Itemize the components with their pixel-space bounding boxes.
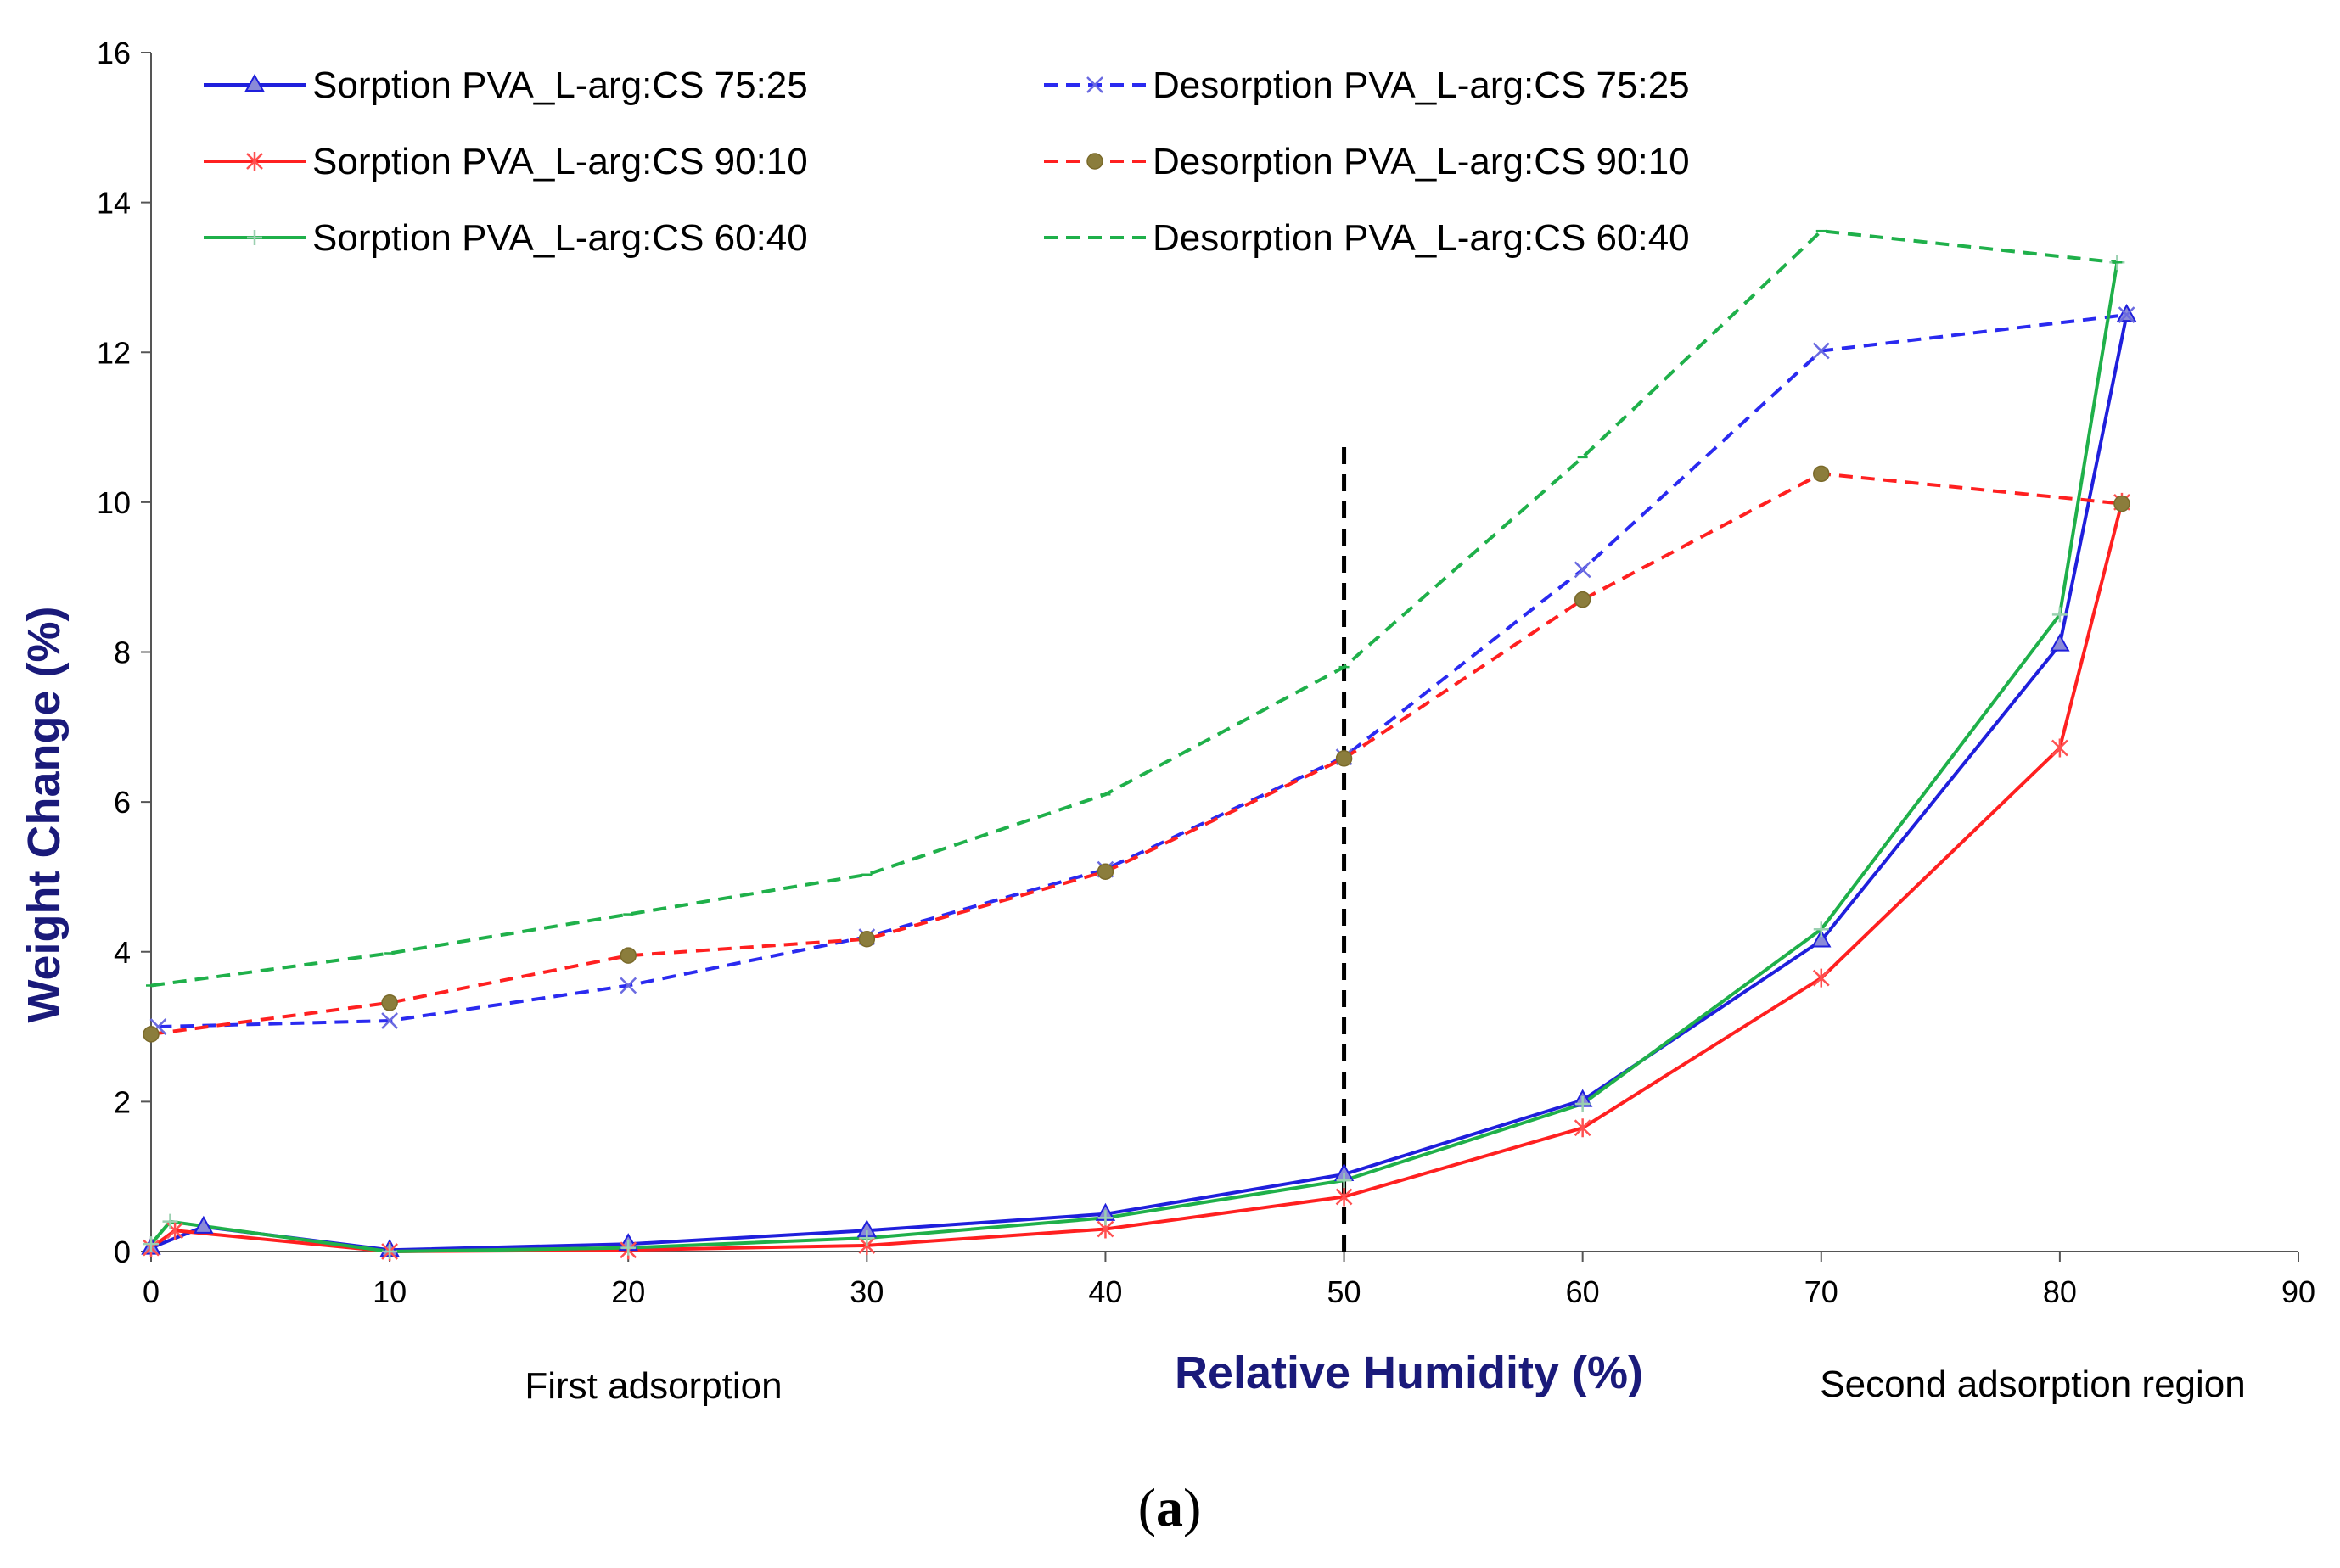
series-2-point bbox=[1812, 968, 1830, 988]
legend-label: Sorption PVA_L-arg:CS 90:10 bbox=[312, 141, 808, 182]
y-tick-label: 12 bbox=[97, 335, 131, 370]
x-tick-label: 80 bbox=[2043, 1274, 2077, 1309]
legend-label: Desorption PVA_L-arg:CS 90:10 bbox=[1153, 141, 1690, 182]
series-0-point bbox=[1811, 929, 1832, 948]
y-tick-label: 0 bbox=[114, 1235, 131, 1269]
series-0-point bbox=[194, 1215, 214, 1234]
y-tick-label: 16 bbox=[97, 36, 131, 70]
series-4-point bbox=[1574, 1096, 1591, 1112]
legend-label: Sorption PVA_L-arg:CS 75:25 bbox=[312, 64, 808, 106]
y-tick-label: 6 bbox=[114, 785, 131, 820]
series-1-point bbox=[381, 1012, 398, 1029]
series-3-point bbox=[1335, 750, 1353, 767]
series-line-2 bbox=[149, 501, 2124, 1253]
x-tick-label: 30 bbox=[850, 1274, 884, 1309]
legend: Sorption PVA_L-arg:CS 75:25 Desorption PV… bbox=[204, 64, 1690, 259]
x-tick-label: 60 bbox=[1566, 1274, 1600, 1309]
series-3-point bbox=[1574, 591, 1591, 608]
series-3-point bbox=[381, 994, 398, 1011]
series-1-point bbox=[620, 977, 637, 994]
y-tick-label: 2 bbox=[114, 1084, 131, 1119]
y-tick-label: 4 bbox=[114, 935, 131, 970]
axes: 0 10 20 30 40 50 60 70 80 90 0 2 4 6 8 10 12 14 16 bbox=[97, 36, 2315, 1309]
legend-swatch-marker bbox=[1086, 153, 1103, 170]
series-4-point bbox=[1097, 1210, 1114, 1226]
series-2-point bbox=[1574, 1118, 1591, 1138]
x-tick-label: 10 bbox=[373, 1274, 407, 1309]
panel-label: (a) bbox=[1138, 1477, 1202, 1537]
series-3-point bbox=[620, 947, 637, 964]
legend-label: Desorption PVA_L-arg:CS 60:40 bbox=[1153, 217, 1690, 259]
legend-swatch-marker bbox=[244, 73, 265, 92]
series-markers bbox=[141, 229, 2137, 1261]
legend-label: Desorption PVA_L-arg:CS 75:25 bbox=[1153, 64, 1690, 106]
legend-swatch-marker bbox=[246, 152, 263, 171]
legend-swatch-marker bbox=[247, 230, 262, 245]
series-line-5 bbox=[150, 229, 2118, 988]
panel-label-close: ) bbox=[1183, 1477, 1201, 1537]
series-4-point bbox=[620, 1240, 637, 1256]
series-line-0 bbox=[150, 314, 2129, 1252]
x-tick-label: 0 bbox=[143, 1274, 160, 1309]
series-0-point bbox=[2050, 633, 2070, 652]
x-axis-title: Relative Humidity (%) bbox=[1175, 1347, 1643, 1398]
series-4-point bbox=[1336, 1173, 1352, 1189]
series-4-point bbox=[1813, 921, 1829, 938]
x-tick-label: 40 bbox=[1088, 1274, 1122, 1309]
y-tick-label: 14 bbox=[97, 186, 131, 221]
series-4-point bbox=[162, 1213, 178, 1229]
series-lines bbox=[149, 229, 2129, 1253]
series-1-point bbox=[1574, 561, 1591, 579]
y-tick-label: 8 bbox=[114, 636, 131, 670]
series-4-point bbox=[859, 1230, 875, 1246]
series-3-point bbox=[143, 1026, 160, 1043]
series-1-point bbox=[2118, 306, 2135, 323]
series-line-4 bbox=[149, 261, 2119, 1253]
series-2-point bbox=[1335, 1187, 1353, 1207]
y-tick-label: 10 bbox=[97, 485, 131, 520]
panel-label-letter: a bbox=[1156, 1477, 1183, 1537]
series-4-point bbox=[143, 1236, 159, 1252]
y-axis-title: Weight Change (%) bbox=[19, 607, 70, 1023]
legend-swatch-marker bbox=[1086, 76, 1103, 93]
series-4-point bbox=[2051, 607, 2068, 623]
series-1-point bbox=[1812, 342, 1830, 360]
panel-label-open: ( bbox=[1138, 1477, 1156, 1537]
region-label-first: First adsorption bbox=[525, 1365, 782, 1407]
x-tick-label: 70 bbox=[1804, 1274, 1838, 1309]
series-line-3 bbox=[150, 472, 2123, 1036]
series-2-point bbox=[2051, 738, 2068, 758]
series-3-point bbox=[2113, 495, 2130, 512]
series-3-point bbox=[1097, 863, 1114, 881]
series-4-point bbox=[382, 1244, 398, 1259]
series-3-point bbox=[1813, 465, 1830, 483]
region-label-second: Second adsorption region bbox=[1820, 1364, 2245, 1405]
legend-label: Sorption PVA_L-arg:CS 60:40 bbox=[312, 217, 808, 259]
series-line-1 bbox=[158, 313, 2127, 1029]
x-tick-label: 20 bbox=[611, 1274, 645, 1309]
x-tick-label: 90 bbox=[2281, 1274, 2315, 1309]
series-3-point bbox=[858, 930, 876, 948]
series-0-point bbox=[2116, 304, 2137, 322]
x-tick-label: 50 bbox=[1327, 1274, 1361, 1309]
